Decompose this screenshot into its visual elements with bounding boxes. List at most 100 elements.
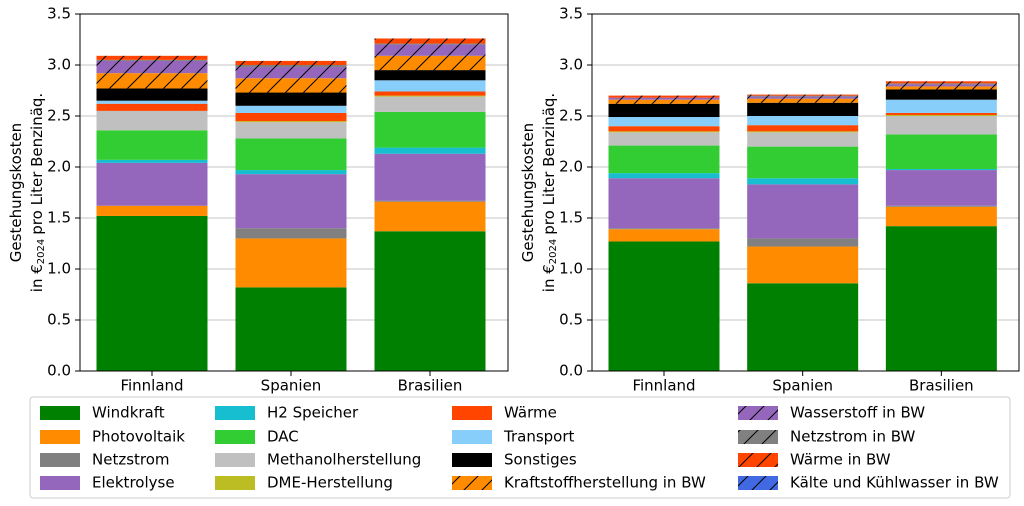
bar-segment [96, 205, 208, 216]
bar-segment: Transport [608, 117, 720, 127]
bar-segment: Netzstrom [747, 238, 859, 247]
legend-label: Methanolherstellung [267, 451, 421, 469]
bar-segment [235, 60, 347, 65]
bar-segment: Methanolherstellung [747, 132, 859, 147]
bar-segment [374, 231, 486, 371]
bar-segment [235, 228, 347, 239]
bar-segment [235, 138, 347, 171]
y-tick-label: 0.5 [559, 311, 583, 329]
bar-segment [96, 60, 208, 74]
legend-label: Kälte und Kühlwasser in BW [790, 474, 999, 492]
legend-swatch [40, 430, 80, 444]
y-tick-label: 0.0 [47, 362, 71, 380]
bar-segment: Transport [885, 99, 997, 113]
y-tick-label: 3.5 [559, 5, 583, 23]
bar-segment: H2 Speicher [747, 178, 859, 185]
bar-segment [235, 122, 347, 139]
bar-segment [235, 287, 347, 371]
bar-segment [374, 147, 486, 154]
legend-swatch [452, 476, 492, 490]
legend-swatch [215, 430, 255, 444]
bar-segment [374, 55, 486, 71]
legend-label: DAC [267, 428, 299, 446]
bar-segment [374, 96, 486, 112]
bar-segment: Wärme [608, 126, 720, 132]
bar-segment: Wärme in BW [747, 94, 859, 96]
legend-swatch [738, 430, 778, 444]
legend-swatch [738, 453, 778, 467]
legend-label: Wärme [504, 404, 557, 422]
x-tick-label: Brasilien [398, 377, 463, 395]
legend-swatch [215, 406, 255, 420]
y-label-suffix: pro Liter Benzinäq. [28, 93, 46, 235]
bar-segment [235, 238, 347, 288]
bar-segment: Netzstrom [885, 205, 997, 207]
bar-segment [235, 105, 347, 113]
bar-segment: Kraftstoffherstellung in BW [608, 99, 720, 104]
bar-segment: Wärme [747, 125, 859, 132]
bar-segment: Wasserstoff in BW [747, 96, 859, 99]
y-tick-label: 2.5 [47, 107, 71, 125]
bar-segment: Wärme [885, 112, 997, 115]
bar-segment: DAC [608, 145, 720, 174]
y-label-subscript: 2024 [36, 239, 47, 264]
legend-label: Elektrolyse [92, 474, 175, 492]
bar-segment: Methanolherstellung [885, 116, 997, 135]
bar-segment: Sonstiges [747, 102, 859, 116]
bar-segment [96, 159, 208, 163]
y-tick-label: 1.0 [47, 260, 71, 278]
legend-label: H2 Speicher [267, 404, 359, 422]
bar-segment: Wärme in BW [608, 95, 720, 98]
bar-segment: Netzstrom [608, 228, 720, 230]
bar-segment [96, 59, 208, 61]
bar-segment [235, 170, 347, 175]
bar-segment: Kraftstoffherstellung in BW [747, 98, 859, 103]
y-label-prefix: in € [540, 264, 558, 292]
legend-swatch [738, 406, 778, 420]
bar-segment [374, 201, 486, 232]
bar-segment: Photovoltaik [608, 229, 720, 242]
legend-swatch [40, 406, 80, 420]
axes-frame [591, 13, 1020, 372]
bar-segment [96, 88, 208, 101]
legend-swatch [738, 476, 778, 490]
legend-label: Netzstrom [92, 451, 170, 469]
legend-label: DME-Herstellung [267, 474, 393, 492]
legend-swatch [215, 476, 255, 490]
bar-segment: DME-Herstellung [608, 131, 720, 133]
legend-label: Photovoltaik [92, 428, 185, 446]
bar-segment: Elektrolyse [885, 170, 997, 206]
y-tick-label: 2.5 [559, 107, 583, 125]
bar-segment [235, 92, 347, 106]
x-tick-label: Finnland [120, 377, 183, 395]
y-tick-label: 1.0 [559, 260, 583, 278]
bar-segment [374, 91, 486, 96]
legend-label: Kraftstoffherstellung in BW [504, 474, 706, 492]
bar-segment: Elektrolyse [608, 178, 720, 229]
y-tick-label: 1.5 [559, 209, 583, 227]
bar-segment [96, 73, 208, 89]
bar-segment [374, 70, 486, 81]
legend-label: Netzstrom in BW [790, 428, 915, 446]
bar-segment [374, 80, 486, 92]
bar-segment [96, 215, 208, 371]
bar-segment [374, 111, 486, 148]
bar-segment [235, 78, 347, 93]
axes-frame [79, 13, 509, 372]
y-label-line1: Gestehungskosten [7, 123, 25, 262]
x-tick-label: Spanien [772, 377, 833, 395]
bar-segment: DAC [747, 146, 859, 179]
bar-segment: Sonstiges [885, 89, 997, 100]
y-label-subscript: 2024 [548, 239, 559, 264]
bar-segment [235, 112, 347, 122]
legend-swatch [452, 430, 492, 444]
legend-label: Wärme in BW [790, 451, 891, 469]
bar-segment: Windkraft [747, 283, 859, 371]
bar-segment [374, 43, 486, 45]
y-label-prefix: in € [28, 264, 46, 292]
bar-segment [235, 65, 347, 68]
x-tick-label: Brasilien [909, 377, 974, 395]
y-axis-label: Gestehungskostenin €2024 pro Liter Benzin… [519, 93, 560, 292]
bar-segment: Windkraft [885, 226, 997, 371]
